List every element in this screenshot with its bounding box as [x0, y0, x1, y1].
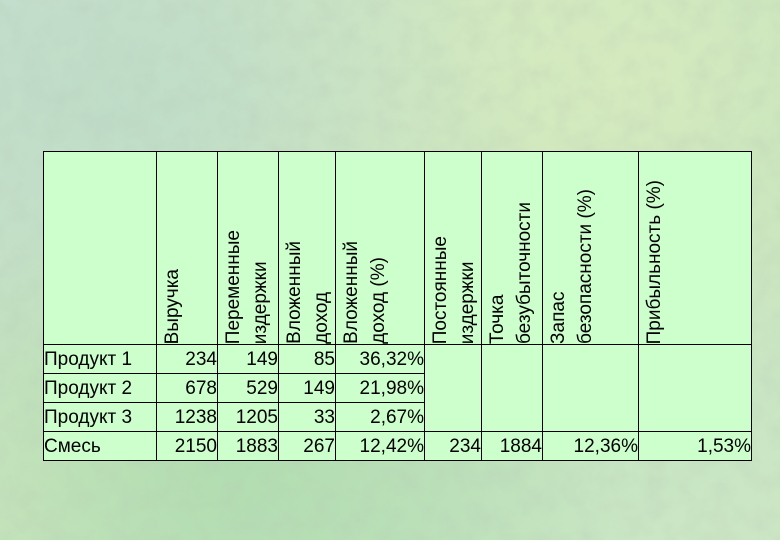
- fixed-costs-merged-cell: [424, 344, 482, 432]
- header-row: Выручка Переменные издержки Вложенный до…: [43, 151, 752, 345]
- header-variable-costs: Переменные издержки: [217, 151, 279, 345]
- header-revenue: Выручка: [156, 151, 218, 345]
- break-even-merged-cell: [481, 344, 543, 432]
- total-row: Смесь 2150 1883 267 12,42% 234 1884 12,3…: [43, 431, 752, 461]
- table-row: Продукт 3 1238 1205 33 2,67%: [43, 402, 752, 432]
- contribution-pct-cell: 2,67%: [335, 402, 425, 432]
- header-empty-cell: [43, 151, 157, 345]
- revenue-cell: 1238: [156, 402, 218, 432]
- data-table: Выручка Переменные издержки Вложенный до…: [43, 151, 752, 461]
- variable-costs-cell: 529: [217, 373, 279, 403]
- header-safety-margin: Запас безопасности (%): [542, 151, 639, 345]
- row-label: Продукт 1: [43, 344, 157, 374]
- total-variable-costs-cell: 1883: [217, 431, 279, 461]
- total-contribution-pct-cell: 12,42%: [335, 431, 425, 461]
- variable-costs-cell: 149: [217, 344, 279, 374]
- variable-costs-cell: 1205: [217, 402, 279, 432]
- revenue-cell: 678: [156, 373, 218, 403]
- table-row: Продукт 1 234 149 85 36,32%: [43, 344, 752, 432]
- contribution-cell: 149: [278, 373, 336, 403]
- total-break-even-cell: 1884: [481, 431, 543, 461]
- contribution-pct-cell: 36,32%: [335, 344, 425, 374]
- header-contribution-pct: Вложенный доход (%): [335, 151, 425, 345]
- safety-margin-merged-cell: [542, 344, 639, 432]
- contribution-cell: 33: [278, 402, 336, 432]
- header-fixed-costs: Постоянные издержки: [424, 151, 482, 345]
- total-label: Смесь: [43, 431, 157, 461]
- contribution-pct-cell: 21,98%: [335, 373, 425, 403]
- header-contribution: Вложенный доход: [278, 151, 336, 345]
- total-revenue-cell: 2150: [156, 431, 218, 461]
- contribution-cell: 85: [278, 344, 336, 374]
- total-profitability-cell: 1,53%: [638, 431, 752, 461]
- total-safety-margin-cell: 12,36%: [542, 431, 639, 461]
- profitability-merged-cell: [638, 344, 752, 432]
- header-break-even: Точка безубыточности: [481, 151, 543, 345]
- revenue-cell: 234: [156, 344, 218, 374]
- total-fixed-costs-cell: 234: [424, 431, 482, 461]
- table-row: Продукт 2 678 529 149 21,98%: [43, 373, 752, 403]
- row-label: Продукт 3: [43, 402, 157, 432]
- row-label: Продукт 2: [43, 373, 157, 403]
- header-profitability: Прибыльность (%): [638, 151, 752, 345]
- total-contribution-cell: 267: [278, 431, 336, 461]
